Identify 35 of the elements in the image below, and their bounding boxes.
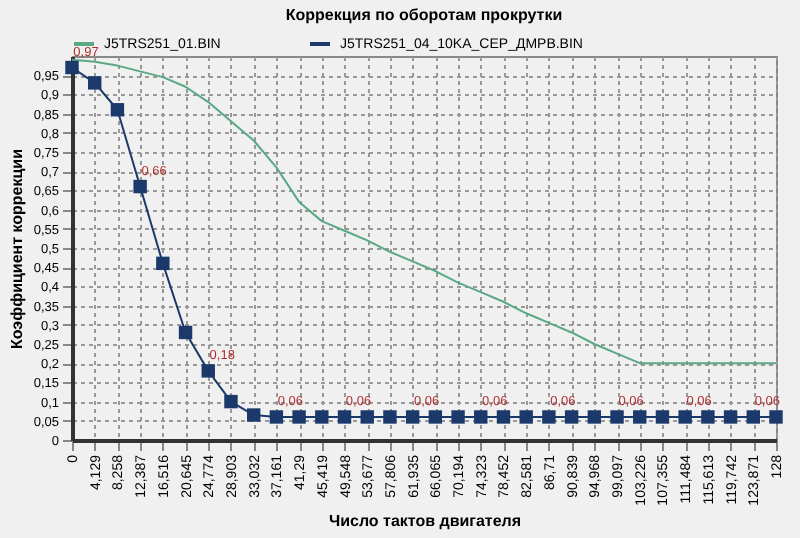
point bbox=[519, 410, 533, 424]
point bbox=[315, 410, 329, 424]
chart-title: Коррекция по оборотам прокрутки bbox=[285, 6, 563, 24]
x-axis-title: Число тактов двигателя bbox=[328, 511, 522, 530]
point bbox=[701, 410, 715, 424]
point bbox=[269, 410, 284, 424]
point bbox=[746, 410, 760, 424]
point bbox=[156, 256, 170, 271]
point bbox=[723, 410, 738, 424]
point bbox=[133, 179, 147, 194]
point bbox=[428, 410, 443, 424]
point bbox=[474, 410, 488, 424]
point bbox=[383, 410, 397, 424]
point bbox=[451, 410, 465, 424]
point bbox=[405, 410, 420, 424]
point bbox=[633, 410, 647, 424]
point bbox=[542, 410, 556, 424]
point bbox=[224, 394, 238, 409]
point bbox=[655, 410, 670, 424]
point bbox=[65, 60, 79, 75]
point bbox=[88, 76, 102, 90]
y-axis-title: Коэффициент коррекции bbox=[7, 148, 26, 350]
point bbox=[246, 408, 261, 422]
point bbox=[292, 410, 306, 424]
point bbox=[769, 410, 783, 424]
point bbox=[587, 410, 602, 424]
point bbox=[201, 364, 215, 378]
point bbox=[360, 410, 374, 424]
point bbox=[337, 410, 352, 424]
point bbox=[496, 410, 511, 424]
point bbox=[564, 410, 579, 424]
point bbox=[678, 410, 692, 424]
point bbox=[610, 410, 624, 424]
point bbox=[110, 103, 125, 117]
point bbox=[178, 325, 193, 340]
